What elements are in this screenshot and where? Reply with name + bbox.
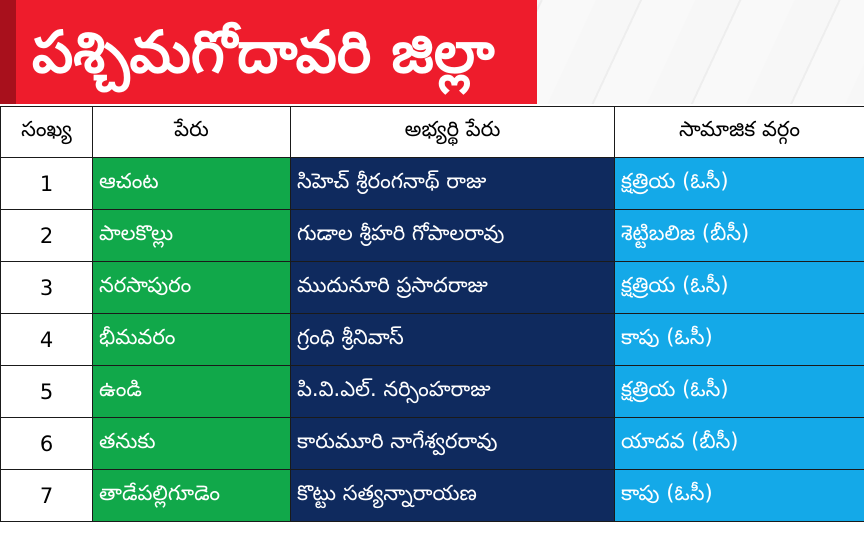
row-serial: 2 <box>0 209 93 262</box>
header-constituency: పేరు <box>92 106 291 158</box>
table-row: 2 పాలకొల్లు గుడాల శ్రీహరి గోపాలరావు శెట్… <box>0 209 864 262</box>
row-caste: క్షత్రియ (ఓసీ) <box>614 261 864 314</box>
candidates-table: సంఖ్య పేరు అభ్యర్థి పేరు సామాజిక వర్గం 1… <box>0 106 864 522</box>
row-constituency: తాడేపల్లిగూడెం <box>92 469 291 522</box>
row-serial: 5 <box>0 365 93 418</box>
row-serial: 4 <box>0 313 93 366</box>
table-row: 7 తాడేపల్లిగూడెం కొట్టు సత్యన్నారాయణ కాప… <box>0 469 864 522</box>
row-serial: 1 <box>0 157 93 210</box>
row-candidate: కొట్టు సత్యన్నారాయణ <box>290 469 615 522</box>
row-candidate: కారుమూరి నాగేశ్వరరావు <box>290 417 615 470</box>
title-banner-edge <box>0 0 16 104</box>
row-serial: 3 <box>0 261 93 314</box>
table-row: 6 తనుకు కారుమూరి నాగేశ్వరరావు యాదవ (బీసీ… <box>0 417 864 470</box>
table-row: 1 ఆచంట సిహెచ్ శ్రీరంగనాథ్ రాజు క్షత్రియ … <box>0 157 864 210</box>
row-caste: క్షత్రియ (ఓసీ) <box>614 157 864 210</box>
row-caste: క్షత్రియ (ఓసీ) <box>614 365 864 418</box>
row-candidate: ముదునూరి ప్రసాదరాజు <box>290 261 615 314</box>
row-serial: 7 <box>0 469 93 522</box>
row-constituency: ఉండి <box>92 365 291 418</box>
page-title: పశ్చిమగోదావరి జిల్లా <box>32 18 495 86</box>
row-candidate: సిహెచ్ శ్రీరంగనాథ్ రాజు <box>290 157 615 210</box>
header-caste: సామాజిక వర్గం <box>614 106 864 158</box>
row-caste: కాపు (ఓసీ) <box>614 313 864 366</box>
row-constituency: ఆచంట <box>92 157 291 210</box>
row-caste: శెట్టిబలిజ (బీసీ) <box>614 209 864 262</box>
table-row: 3 నరసాపురం ముదునూరి ప్రసాదరాజు క్షత్రియ … <box>0 261 864 314</box>
row-serial: 6 <box>0 417 93 470</box>
table-header-row: సంఖ్య పేరు అభ్యర్థి పేరు సామాజిక వర్గం <box>0 106 864 158</box>
header-candidate: అభ్యర్థి పేరు <box>290 106 615 158</box>
row-candidate: గుడాల శ్రీహరి గోపాలరావు <box>290 209 615 262</box>
row-constituency: పాలకొల్లు <box>92 209 291 262</box>
header-serial: సంఖ్య <box>0 106 93 158</box>
table-row: 5 ఉండి పి.వి.ఎల్. నర్సింహరాజు క్షత్రియ (… <box>0 365 864 418</box>
row-constituency: తనుకు <box>92 417 291 470</box>
row-caste: కాపు (ఓసీ) <box>614 469 864 522</box>
title-banner: పశ్చిమగోదావరి జిల్లా <box>0 0 537 104</box>
row-candidate: గ్రంధి శ్రీనివాస్ <box>290 313 615 366</box>
table-row: 4 భీమవరం గ్రంధి శ్రీనివాస్ కాపు (ఓసీ) <box>0 313 864 366</box>
row-constituency: నరసాపురం <box>92 261 291 314</box>
row-candidate: పి.వి.ఎల్. నర్సింహరాజు <box>290 365 615 418</box>
row-caste: యాదవ (బీసీ) <box>614 417 864 470</box>
row-constituency: భీమవరం <box>92 313 291 366</box>
